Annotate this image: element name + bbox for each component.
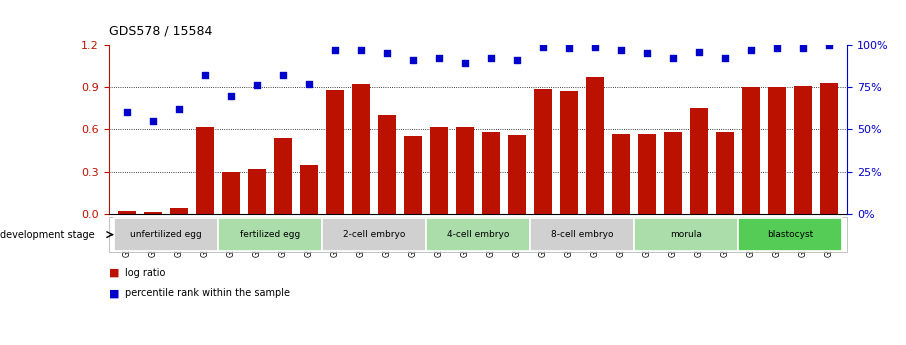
Point bbox=[302, 81, 316, 87]
Bar bbox=[638, 134, 656, 214]
Bar bbox=[820, 83, 838, 214]
Bar bbox=[169, 208, 188, 214]
Point bbox=[431, 56, 446, 61]
Point bbox=[795, 46, 810, 51]
Bar bbox=[429, 127, 448, 214]
Bar bbox=[222, 172, 240, 214]
Text: 8-cell embryo: 8-cell embryo bbox=[551, 230, 613, 239]
Point bbox=[613, 47, 628, 53]
Text: ■: ■ bbox=[109, 268, 120, 277]
Bar bbox=[218, 218, 322, 251]
Bar bbox=[530, 218, 634, 251]
Bar bbox=[326, 90, 344, 214]
Point bbox=[770, 46, 785, 51]
Point bbox=[535, 44, 550, 49]
Bar bbox=[664, 132, 682, 214]
Bar bbox=[426, 218, 530, 251]
Point bbox=[224, 93, 238, 98]
Text: log ratio: log ratio bbox=[125, 268, 166, 277]
Point bbox=[588, 44, 602, 49]
Point bbox=[328, 47, 342, 53]
Bar bbox=[560, 91, 578, 214]
Bar bbox=[118, 211, 136, 214]
Point bbox=[484, 56, 498, 61]
Bar bbox=[274, 138, 292, 214]
Point bbox=[171, 106, 186, 112]
Text: morula: morula bbox=[670, 230, 702, 239]
Bar bbox=[352, 84, 370, 214]
Point bbox=[353, 47, 368, 53]
Text: 4-cell embryo: 4-cell embryo bbox=[447, 230, 509, 239]
Point bbox=[510, 57, 525, 63]
Bar bbox=[144, 213, 162, 214]
Text: unfertilized egg: unfertilized egg bbox=[130, 230, 202, 239]
Bar bbox=[716, 132, 734, 214]
Point bbox=[822, 42, 836, 48]
Point bbox=[406, 57, 420, 63]
Point bbox=[146, 118, 160, 124]
Point bbox=[640, 50, 654, 56]
Text: 2-cell embryo: 2-cell embryo bbox=[342, 230, 405, 239]
Bar bbox=[737, 218, 842, 251]
Bar bbox=[196, 127, 214, 214]
Bar bbox=[767, 87, 786, 214]
Text: development stage: development stage bbox=[0, 230, 94, 239]
Point bbox=[198, 72, 212, 78]
Point bbox=[120, 110, 134, 115]
Text: GDS578 / 15584: GDS578 / 15584 bbox=[109, 25, 212, 38]
Bar bbox=[742, 87, 760, 214]
Bar bbox=[634, 218, 737, 251]
Point bbox=[691, 49, 706, 55]
Bar bbox=[508, 135, 526, 214]
Bar bbox=[378, 115, 396, 214]
Point bbox=[275, 72, 290, 78]
Bar bbox=[482, 132, 500, 214]
Bar bbox=[689, 108, 708, 214]
Bar bbox=[322, 218, 426, 251]
Point bbox=[718, 56, 732, 61]
Point bbox=[250, 83, 265, 88]
Bar bbox=[456, 127, 474, 214]
Bar bbox=[534, 89, 552, 214]
Bar bbox=[300, 165, 318, 214]
Bar bbox=[612, 134, 630, 214]
Bar bbox=[794, 86, 812, 214]
Point bbox=[744, 47, 758, 53]
Text: percentile rank within the sample: percentile rank within the sample bbox=[125, 288, 290, 298]
Bar bbox=[586, 77, 604, 214]
Point bbox=[562, 46, 576, 51]
Text: blastocyst: blastocyst bbox=[766, 230, 813, 239]
Bar bbox=[404, 136, 422, 214]
Bar bbox=[114, 218, 218, 251]
Point bbox=[666, 56, 680, 61]
Text: ■: ■ bbox=[109, 288, 120, 298]
Point bbox=[458, 61, 472, 66]
Bar bbox=[248, 169, 266, 214]
Text: fertilized egg: fertilized egg bbox=[240, 230, 300, 239]
Point bbox=[380, 50, 394, 56]
